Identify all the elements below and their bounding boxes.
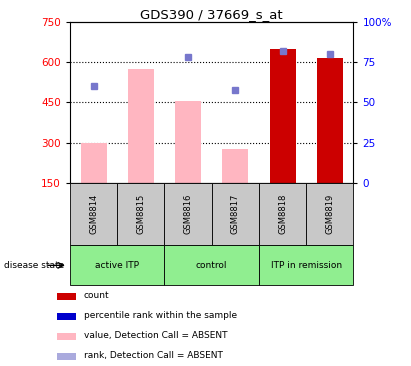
Text: active ITP: active ITP <box>95 261 139 270</box>
Bar <box>164 245 259 285</box>
Bar <box>317 58 343 183</box>
Text: GSM8816: GSM8816 <box>184 194 192 234</box>
Bar <box>306 183 353 245</box>
Text: count: count <box>84 291 109 300</box>
Bar <box>259 183 306 245</box>
Text: GSM8818: GSM8818 <box>278 194 287 234</box>
Bar <box>270 49 296 183</box>
Bar <box>212 183 259 245</box>
Text: rank, Detection Call = ABSENT: rank, Detection Call = ABSENT <box>84 351 222 361</box>
Text: GSM8817: GSM8817 <box>231 194 240 234</box>
Bar <box>57 333 76 340</box>
Bar <box>57 353 76 361</box>
Bar <box>57 313 76 320</box>
Text: ITP in remission: ITP in remission <box>270 261 342 270</box>
Text: control: control <box>196 261 227 270</box>
Text: GSM8815: GSM8815 <box>136 194 145 234</box>
Bar <box>70 245 164 285</box>
Title: GDS390 / 37669_s_at: GDS390 / 37669_s_at <box>140 8 283 21</box>
Bar <box>57 293 76 300</box>
Bar <box>117 183 164 245</box>
Bar <box>222 149 248 183</box>
Bar <box>70 183 117 245</box>
Bar <box>164 183 212 245</box>
Bar <box>81 143 106 183</box>
Bar <box>259 245 353 285</box>
Text: disease state: disease state <box>4 261 65 270</box>
Bar <box>175 101 201 183</box>
Text: GSM8814: GSM8814 <box>89 194 98 234</box>
Text: value, Detection Call = ABSENT: value, Detection Call = ABSENT <box>84 331 227 340</box>
Bar <box>128 69 154 183</box>
Text: percentile rank within the sample: percentile rank within the sample <box>84 311 237 320</box>
Text: GSM8819: GSM8819 <box>326 194 334 234</box>
